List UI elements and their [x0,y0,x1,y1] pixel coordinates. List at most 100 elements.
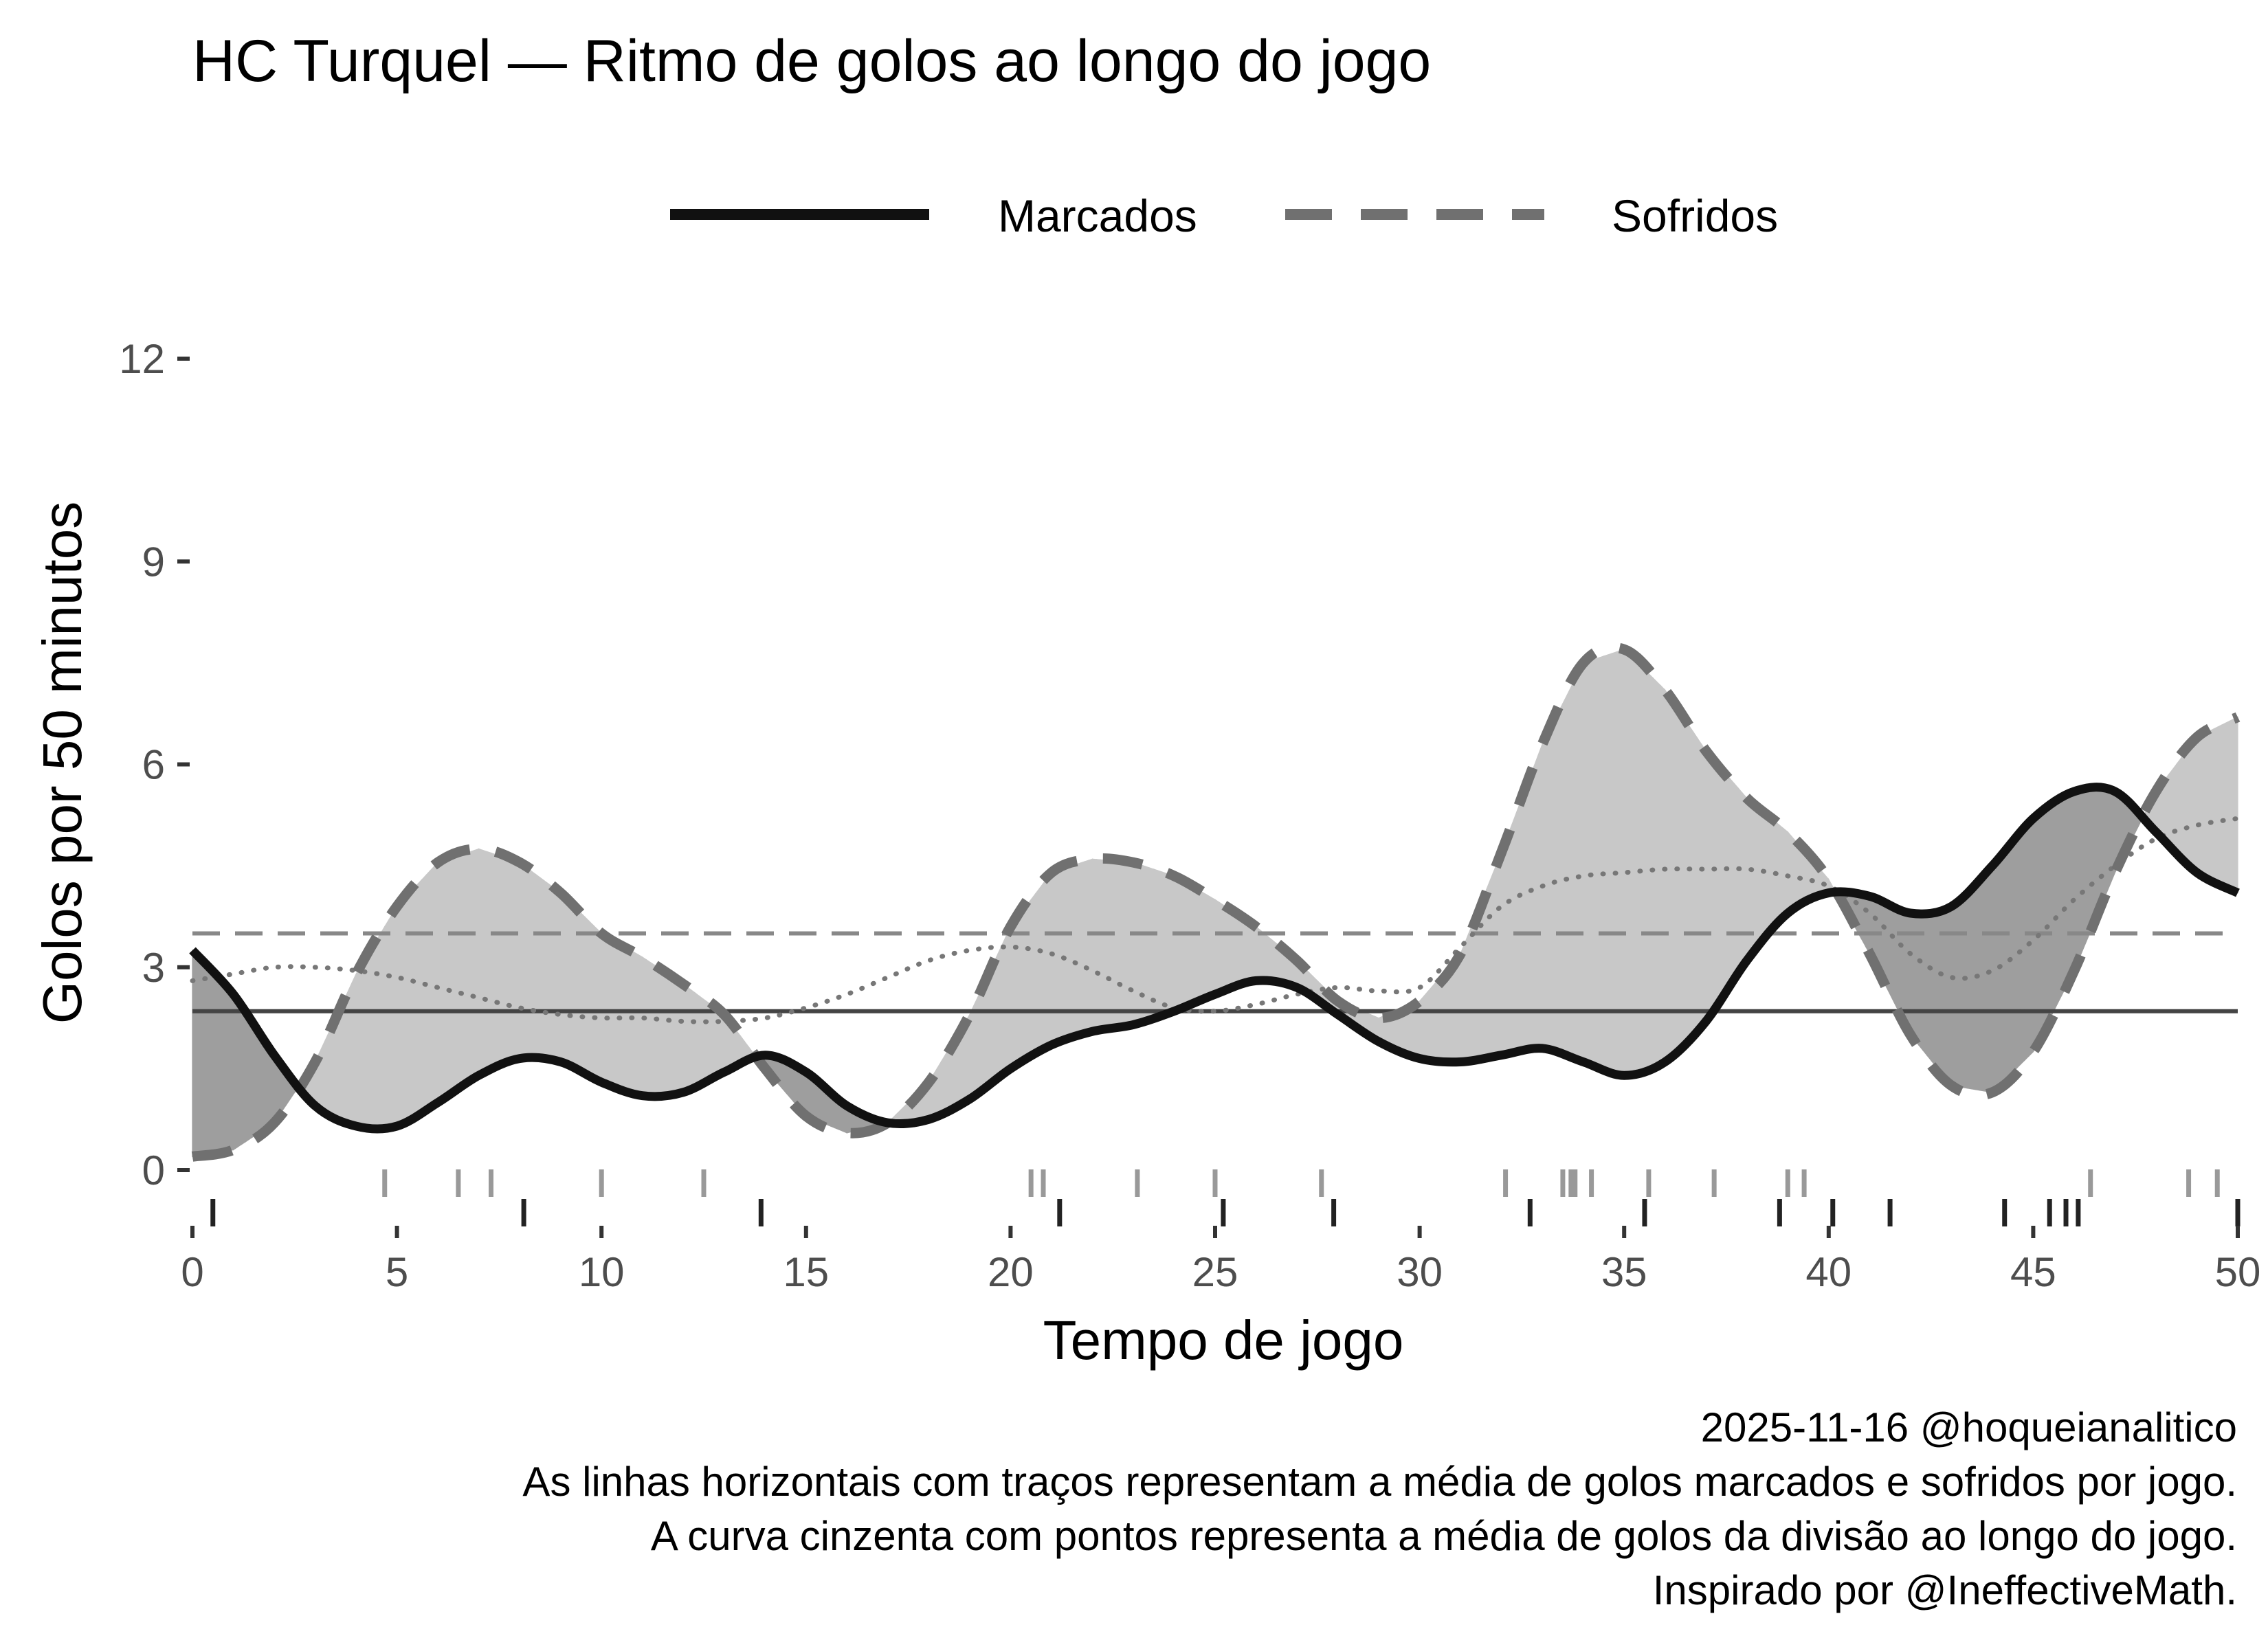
fill-segment [564,895,570,1067]
fill-segment [560,892,566,1065]
fill-segment [200,958,205,1156]
fill-segment [993,952,999,1082]
fill-segment [1971,881,1977,1090]
fill-segment [1108,860,1113,1030]
fill-segment [638,954,643,1097]
fill-segment [2216,724,2222,886]
fill-segment [458,853,463,1090]
fill-segment [1558,703,1564,1056]
fill-segment [1038,882,1044,1053]
fill-segment [433,861,438,1106]
fill-segment [1575,671,1580,1062]
fill-segment [1014,915,1019,1067]
fill-segment [1141,864,1146,1023]
fill-segment [1239,915,1245,987]
x-tick-label: 5 [386,1249,408,1295]
fill-segment [474,848,480,1079]
fill-segment [2004,845,2010,1081]
fill-segment [1705,750,1711,1023]
fill-segment [1975,877,1981,1091]
fill-segment [1177,877,1183,1011]
fill-segment [552,886,557,1062]
fill-segment [584,916,590,1077]
fill-segment [1047,871,1052,1048]
fill-segment [1865,895,1870,954]
fill-segment [535,873,541,1061]
fill-segment [1742,792,1748,968]
caption-line-3: A curva cinzenta com pontos representa a… [651,1513,2237,1559]
fill-segment [1963,889,1968,1089]
fill-segment [498,855,504,1068]
fill-segment [1227,906,1232,991]
fill-segment [691,989,696,1089]
fill-segment [1026,898,1032,1060]
fill-segment [592,924,598,1081]
fill-segment [437,860,443,1103]
fill-segment [416,879,422,1115]
fill-segment [1091,858,1098,1032]
fill-segment [318,1044,324,1111]
fill-segment [1161,871,1167,1016]
fill-segment [662,969,668,1095]
fill-segment [1157,870,1163,1018]
fill-segment [1607,653,1612,1073]
fill-segment [1493,862,1498,1057]
fill-segment [482,849,488,1075]
y-tick-label: 3 [142,945,165,991]
fill-segment [1517,798,1522,1053]
fill-segment [687,986,692,1091]
fill-segment [1116,860,1122,1028]
fill-segment [245,1011,250,1143]
fill-segment [649,961,656,1096]
fill-segment [903,1101,909,1122]
fill-segment [408,888,414,1120]
fill-segment [1456,952,1461,1063]
fill-segment [470,849,476,1082]
fill-segment [2069,790,2075,979]
fill-segment [212,971,218,1154]
fill-segment [1542,735,1547,1051]
fill-segment [1591,658,1597,1067]
fill-segment [1680,713,1687,1047]
fill-segment [2049,804,2054,1020]
fill-segment [1570,679,1576,1060]
y-axis-label: Golos por 50 minutos [32,502,93,1024]
fill-segment [646,958,652,1096]
fill-segment [478,848,484,1077]
fill-segment [1505,830,1511,1055]
fill-segment [1988,864,1993,1093]
fill-segment [2061,796,2067,996]
fill-segment [1979,873,1985,1092]
fill-segment [2176,757,2181,857]
fill-segment [666,972,672,1095]
fill-segment [597,928,602,1084]
fill-segment [2012,836,2018,1073]
fill-segment [1996,855,2001,1090]
fill-segment [1746,797,1752,962]
caption: 2025-11-16 @hoqueianalitico As linhas ho… [522,1404,2237,1613]
fill-segment [625,947,631,1092]
fill-segment [1644,669,1649,1070]
fill-segment [2184,747,2190,866]
fill-segment [674,978,680,1094]
caption-line-2: As linhas horizontais com traços represe… [522,1459,2237,1505]
fill-segment [2208,728,2214,882]
x-tick-label: 50 [2215,1249,2261,1295]
y-tick-label: 9 [142,539,165,585]
fill-segment [1860,895,1866,948]
fill-segment [1779,824,1784,924]
fill-segment [1665,688,1670,1063]
fill-segment [1950,901,1956,1087]
fill-segment [1660,684,1666,1064]
fill-segment [2172,763,2177,853]
fill-segment [404,892,410,1123]
fill-segment [1165,873,1171,1015]
fill-segment [347,983,353,1125]
x-tick-label: 10 [579,1249,625,1295]
fill-segment [580,912,586,1075]
fill-segment [2041,809,2046,1036]
fill-segment [1231,909,1236,990]
fill-segment [445,857,451,1098]
fill-segment [621,944,627,1091]
